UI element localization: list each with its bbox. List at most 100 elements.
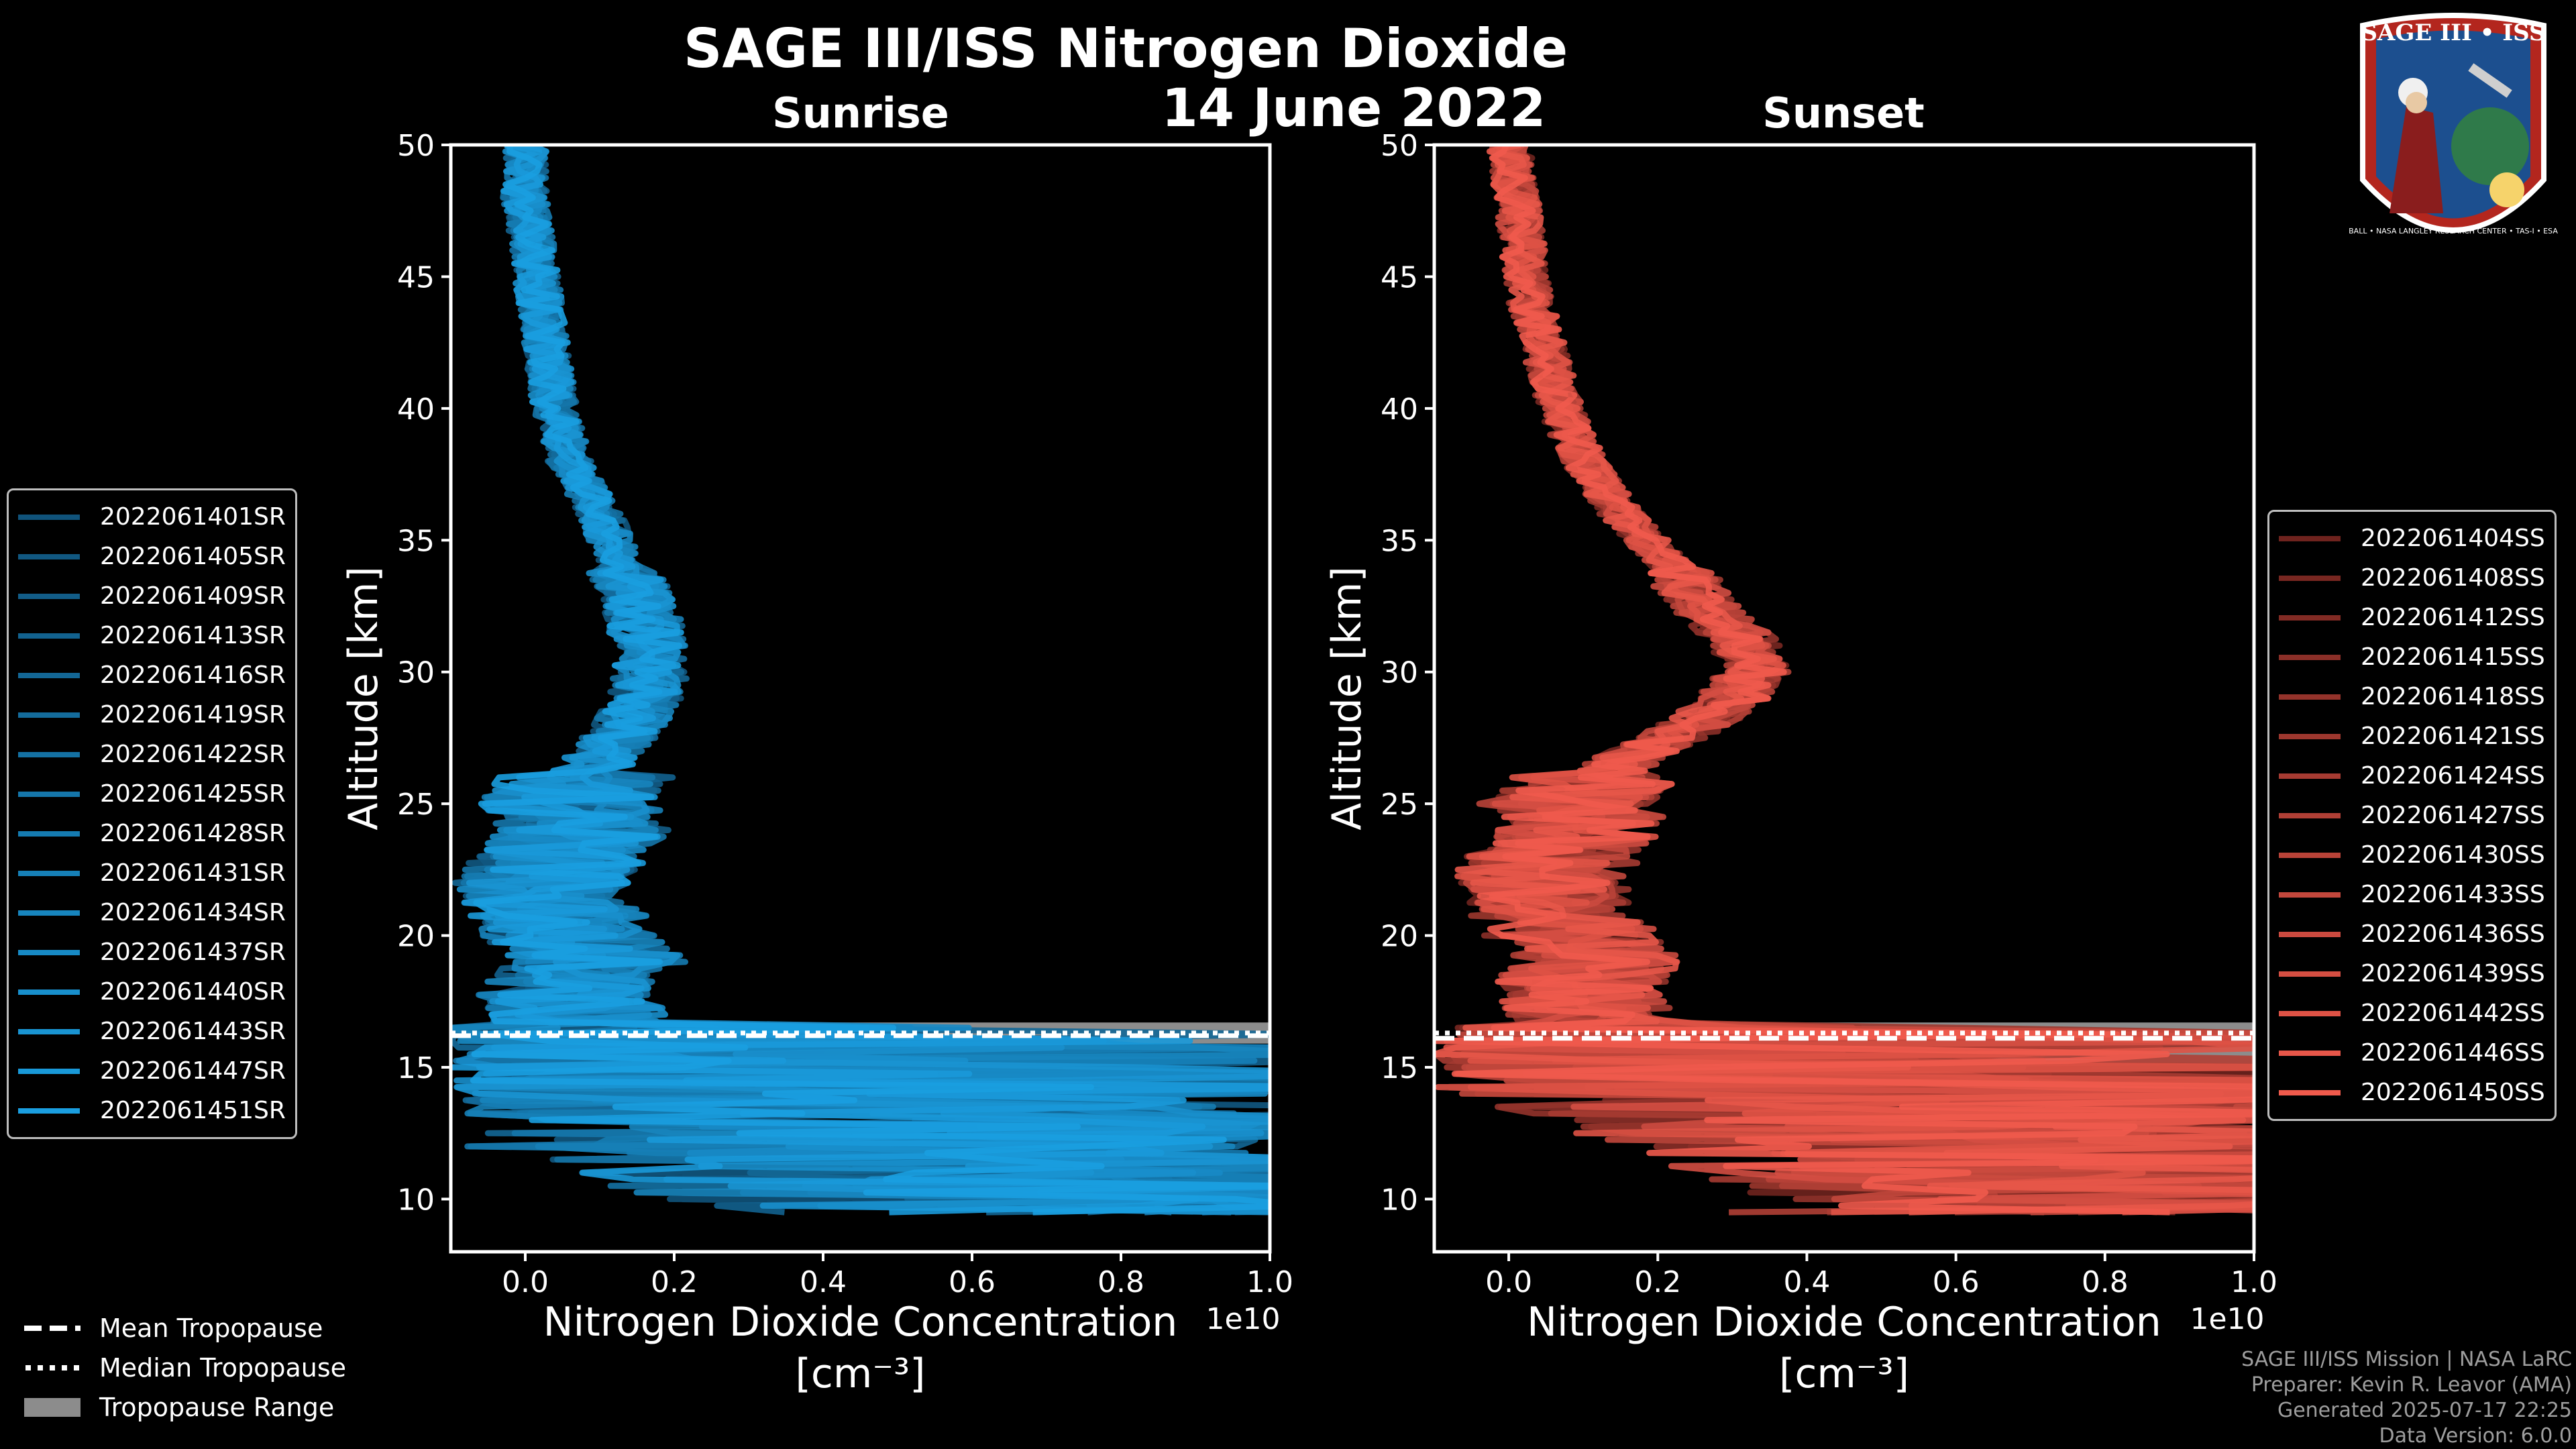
tropopause-range-label: Tropopause Range — [99, 1392, 335, 1422]
legend-label: 2022061425SR — [100, 780, 286, 808]
legend-swatch — [18, 1028, 80, 1034]
y-tick-label: 20 — [1381, 920, 1418, 954]
x-tick-label: 0.4 — [800, 1265, 847, 1299]
y-tick-label: 40 — [1381, 392, 1418, 427]
legend-entry: 2022061405SR — [18, 537, 286, 576]
credit-preparer: Preparer: Kevin R. Leavor (AMA) — [2251, 1373, 2572, 1397]
legend-entry: 2022061404SS — [2279, 519, 2545, 558]
y-tick-label: 45 — [1381, 260, 1418, 294]
x-axis-multiplier: 1e10 — [2190, 1302, 2264, 1336]
x-axis-label: Nitrogen Dioxide Concentration — [543, 1299, 1178, 1346]
legend-label: 2022061450SS — [2361, 1079, 2545, 1106]
legend-entry: 2022061408SS — [2279, 558, 2545, 598]
legend-entry: 2022061412SS — [2279, 598, 2545, 637]
legend-swatch — [18, 1108, 80, 1114]
astronomer-figure-icon — [2390, 106, 2443, 213]
x-tick-label: 0.8 — [1097, 1265, 1144, 1299]
x-tick-label: 0.6 — [1933, 1265, 1980, 1299]
median-tropopause-entry: Median Tropopause — [24, 1348, 346, 1387]
legend-entry: 2022061401SR — [18, 497, 286, 537]
legend-swatch — [2279, 971, 2341, 977]
sage-iii-mission-logo: SAGE III • ISS BALL • NASA LANGLEY RESEA… — [2349, 13, 2558, 235]
x-tick-label: 1.0 — [1246, 1265, 1293, 1299]
legend-label: 2022061413SR — [100, 622, 286, 649]
legend-entry: 2022061418SS — [2279, 677, 2545, 716]
legend-entry: 2022061425SR — [18, 774, 286, 814]
legend-label: 2022061437SR — [100, 938, 286, 966]
profile-line-2022061450SS — [1434, 145, 2254, 1216]
x-tick-label: 0.6 — [949, 1265, 996, 1299]
y-tick-label: 15 — [397, 1051, 435, 1085]
legend-entry: 2022061431SR — [18, 853, 286, 893]
badge-ring-text: BALL • NASA LANGLEY RESEARCH CENTER • TA… — [2349, 227, 2558, 235]
legend-label: 2022061430SS — [2361, 841, 2545, 869]
legend-swatch — [18, 712, 80, 718]
legend-swatch — [2279, 1089, 2341, 1095]
y-tick-label: 50 — [1381, 129, 1418, 163]
legend-swatch — [2279, 1010, 2341, 1016]
legend-entry: 2022061428SR — [18, 814, 286, 853]
range-swatch — [24, 1397, 80, 1417]
credit-generated: Generated 2025-07-17 22:25 — [2277, 1399, 2572, 1422]
legend-label: 2022061439SS — [2361, 960, 2545, 987]
y-tick-label: 35 — [397, 524, 435, 558]
figure-date: 14 June 2022 — [1162, 78, 1546, 139]
dotted-line-swatch — [25, 1364, 80, 1371]
legend-swatch — [18, 910, 80, 916]
legend-swatch — [2279, 654, 2341, 660]
legend-swatch — [18, 553, 80, 559]
legend-entry: 2022061415SS — [2279, 637, 2545, 677]
legend-label: 2022061421SS — [2361, 722, 2545, 750]
legend-label: 2022061443SR — [100, 1018, 286, 1045]
legend-label: 2022061412SS — [2361, 604, 2545, 631]
legend-swatch — [2279, 812, 2341, 818]
legend-swatch — [2279, 852, 2341, 858]
y-tick-label: 30 — [1381, 656, 1418, 690]
sunrise-panel: Sunrise 10 15 20 25 30 35 40 45 50 0.0 0.2 0.4 0.6 0.8… — [340, 89, 1293, 1397]
legend-entry: 2022061442SS — [2279, 994, 2545, 1033]
sunset-panel: Sunset 10 15 20 25 30 35 40 45 50 0.0 0.2 0.4 0.6 0.8 1… — [1324, 89, 2277, 1397]
y-tick-label: 20 — [397, 920, 435, 954]
legend-label: 2022061418SS — [2361, 683, 2545, 710]
x-axis-unit: [cm⁻³] — [796, 1350, 926, 1397]
legend-swatch — [18, 751, 80, 757]
figure-credits: SAGE III/ISS Mission | NASA LaRC Prepare… — [2241, 1347, 2572, 1449]
y-tick-label: 30 — [397, 656, 435, 690]
legend-entry: 2022061434SR — [18, 893, 286, 932]
x-tick-label: 0.2 — [1634, 1265, 1681, 1299]
legend-entry: 2022061421SS — [2279, 716, 2545, 756]
legend-entry: 2022061409SR — [18, 576, 286, 616]
legend-swatch — [2279, 773, 2341, 779]
x-axis-unit: [cm⁻³] — [1779, 1350, 1909, 1397]
legend-entry: 2022061433SS — [2279, 875, 2545, 914]
legend-label: 2022061428SR — [100, 820, 286, 847]
panel-title: Sunset — [1762, 89, 1925, 138]
legend-swatch — [2279, 1050, 2341, 1056]
axes-frame — [1432, 143, 2256, 1254]
legend-entry: 2022061451SR — [18, 1091, 286, 1130]
credit-mission: SAGE III/ISS Mission | NASA LaRC — [2241, 1348, 2572, 1371]
legend-label: 2022061431SR — [100, 859, 286, 887]
legend-label: 2022061436SS — [2361, 920, 2545, 948]
y-axis-label: Altitude [km] — [1324, 566, 1371, 830]
y-tick-label: 45 — [397, 260, 435, 294]
legend-label: 2022061442SS — [2361, 1000, 2545, 1027]
legend-swatch — [18, 672, 80, 678]
mean-tropopause-entry: Mean Tropopause — [24, 1308, 346, 1348]
legend-label: 2022061419SR — [100, 701, 286, 729]
legend-label: 2022061434SR — [100, 899, 286, 926]
x-tick-label: 0.4 — [1783, 1265, 1830, 1299]
x-tick-label: 1.0 — [2231, 1265, 2277, 1299]
y-tick-label: 40 — [397, 392, 435, 427]
legend-entry: 2022061422SR — [18, 735, 286, 774]
legend-label: 2022061416SR — [100, 661, 286, 689]
x-axis-label: Nitrogen Dioxide Concentration — [1527, 1299, 2161, 1346]
legend-swatch — [2279, 575, 2341, 581]
legend-label: 2022061440SR — [100, 978, 286, 1006]
legend-label: 2022061451SR — [100, 1097, 286, 1124]
x-tick-label: 0.8 — [2082, 1265, 2129, 1299]
legend-label: 2022061405SR — [100, 543, 286, 570]
x-tick-label: 0.0 — [502, 1265, 549, 1299]
legend-entry: 2022061447SR — [18, 1051, 286, 1091]
plot-area — [1434, 145, 2254, 1216]
